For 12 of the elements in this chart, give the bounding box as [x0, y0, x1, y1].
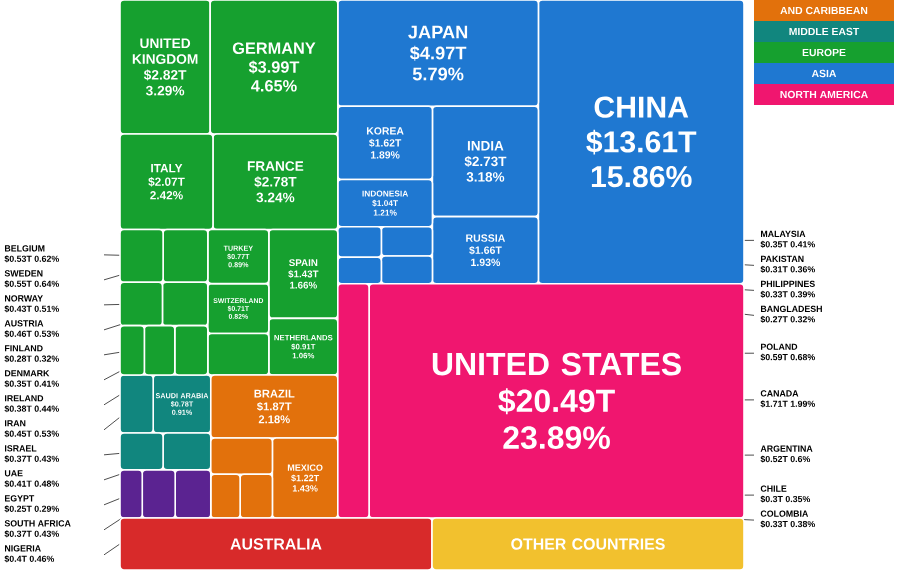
data-label: $13.61T [586, 129, 697, 155]
data-label: $4.97T [409, 45, 467, 61]
category-label: JAPAN [408, 25, 468, 39]
category-label: UNITED STATES [432, 352, 681, 376]
text: 15.86% [591, 165, 692, 188]
data-label: $3.99T [248, 60, 300, 74]
text: 4.65% [251, 80, 297, 92]
category-label: CHINA [594, 96, 689, 118]
text: 23.89% [503, 426, 610, 450]
text: 5.79% [412, 67, 464, 81]
data-label: $20.49T [498, 388, 615, 415]
category-label: GERMANY [232, 42, 316, 55]
